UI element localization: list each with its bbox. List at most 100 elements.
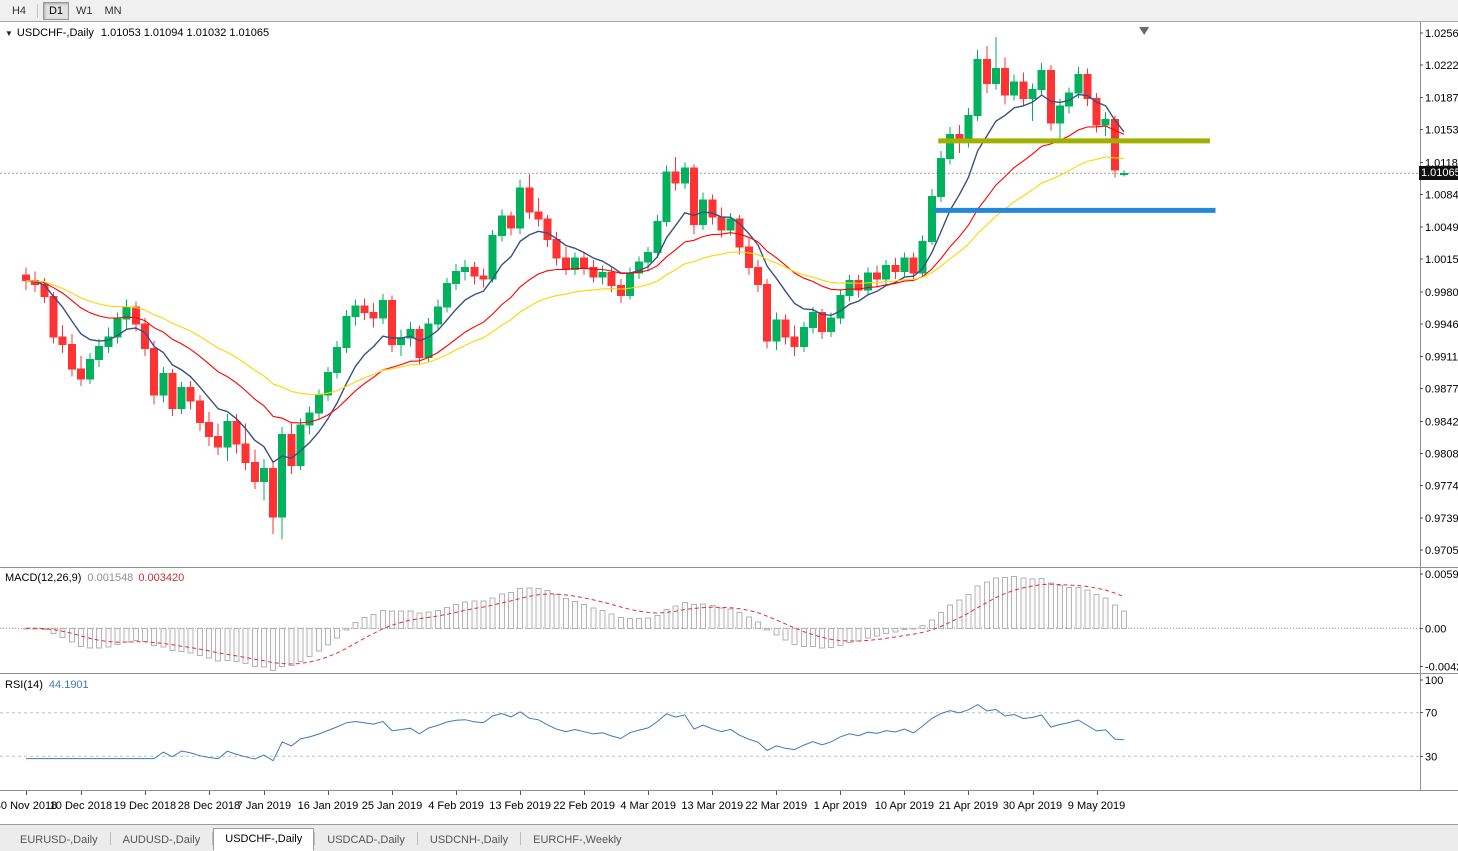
svg-text:1.01870: 1.01870 [1425,93,1458,105]
svg-text:1.00490: 1.00490 [1425,222,1458,234]
rsi-indicator-label: RSI(14) 44.1901 [5,679,89,691]
tab-audusd-daily[interactable]: AUDUSD-,Daily [122,834,201,846]
date-tick [209,791,210,795]
date-tick [904,791,906,795]
rsi-name: RSI(14) [5,679,43,691]
svg-text:1.02220: 1.02220 [1425,60,1458,72]
date-label: 7 Jan 2019 [236,800,292,812]
symbol-label: ▼ USDCHF-,Daily 1.01053 1.01094 1.01032 1.… [5,27,269,39]
macd-name: MACD(12,26,9) [5,572,82,584]
date-label: 13 Mar 2019 [681,800,744,812]
tab-separator [109,831,111,845]
rsi-window: 100 70 30 [0,675,1443,763]
date-label: 9 May 2019 [1067,800,1126,812]
tab-eurusd-daily[interactable]: EURUSD-,Daily [20,834,98,846]
date-tick [1032,791,1034,795]
date-label: 22 Mar 2019 [745,800,808,812]
date-label: 30 Nov 2018 [0,800,58,812]
ma-line-34 [25,156,1125,396]
date-label: 10 Apr 2019 [874,800,935,812]
current-price-badge: 1.01065 [1419,166,1458,180]
ohlc-quote: 1.01053 1.01094 1.01032 1.01065 [100,27,270,39]
date-label: 21 Apr 2019 [938,800,999,812]
date-tick [1096,791,1098,795]
date-tick [968,791,970,795]
date-label: 28 Dec 2018 [177,800,241,812]
symbol-tab-bar: EURUSD-,Daily AUDUSD-,Daily USDCHF-,Dail… [0,824,1458,851]
date-label: 22 Feb 2019 [553,800,616,812]
macd-window: 0.00597 0.00 -0.00424 [0,569,1458,674]
svg-text:-0.00424: -0.00424 [1425,662,1458,674]
date-label: 1 Apr 2019 [813,800,867,812]
date-tick [26,791,27,795]
date-label: 25 Jan 2019 [361,800,423,812]
date-tick [584,791,586,795]
rsi-line [26,704,1125,762]
date-label: 19 Dec 2018 [113,800,177,812]
chart-canvas[interactable]: 1.025601.022201.018701.015301.011801.008… [0,0,1458,824]
macd-signal-value: 0.003420 [138,572,185,584]
macd-main-value: 0.001548 [87,572,134,584]
toolbar-separator [37,3,38,18]
timeframe-toolbar: H4 D1 W1 MN [0,0,1458,22]
tab-eurchf-weekly[interactable]: EURCHF-,Weekly [533,834,622,846]
date-label: 30 Apr 2019 [1002,800,1063,812]
date-tick [840,791,842,795]
chevron-down-icon[interactable]: ▼ [5,29,13,38]
ma-line-20 [25,125,1125,424]
timeframe-button-d1[interactable]: D1 [43,1,69,20]
tab-separator [416,831,418,845]
date-label: 16 Jan 2019 [297,800,359,812]
date-tick [144,791,146,795]
date-tick [712,791,714,795]
chart-shift-marker[interactable] [1139,27,1150,35]
date-tick [263,791,265,795]
tab-usdcnh-daily[interactable]: USDCNH-,Daily [429,834,509,846]
timeframe-button-w1[interactable]: W1 [71,2,98,20]
date-tick [776,791,778,795]
date-tick [80,791,82,795]
svg-text:70: 70 [1425,708,1437,720]
date-label: 4 Feb 2019 [428,800,484,812]
svg-text:1.01530: 1.01530 [1425,125,1458,137]
macd-indicator-label: MACD(12,26,9) 0.001548 0.003420 [5,572,184,584]
date-label: 10 Dec 2018 [49,800,113,812]
date-label: 13 Feb 2019 [489,800,551,812]
tab-separator [212,831,214,845]
date-tick [520,791,522,795]
tab-separator [314,831,316,845]
macd-histogram [23,576,1127,672]
ma-line-8 [25,93,1125,464]
tab-separator [520,831,522,845]
svg-text:0.00: 0.00 [1425,623,1446,635]
svg-text:100: 100 [1425,675,1443,687]
svg-text:30: 30 [1425,751,1437,763]
date-label: 4 Mar 2019 [620,800,677,812]
rsi-value: 44.1901 [48,679,89,691]
svg-text:0.00597: 0.00597 [1425,569,1458,581]
svg-text:1.02560: 1.02560 [1425,28,1458,40]
timeframe-button-mn[interactable]: MN [100,2,127,20]
svg-text:1.00840: 1.00840 [1425,189,1458,201]
date-axis[interactable]: 30 Nov 2018 10 Dec 2018 19 Dec 2018 28 Dec … [0,790,1458,824]
tab-usdcad-daily[interactable]: USDCAD-,Daily [327,834,405,846]
tab-usdchf-daily[interactable]: USDCHF-,Daily [213,828,315,851]
macd-signal-line [26,583,1125,665]
symbol-title: USDCHF-,Daily [16,27,94,39]
date-tick [648,791,650,795]
date-tick [456,791,458,795]
date-tick [327,791,329,795]
timeframe-button-h4[interactable]: H4 [6,2,32,20]
date-tick [392,791,393,795]
